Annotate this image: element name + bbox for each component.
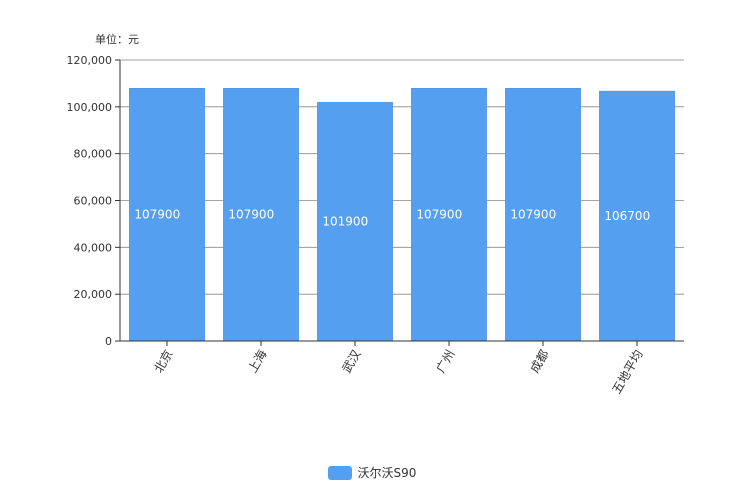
y-tick-label: 20,000 bbox=[74, 288, 113, 301]
legend[interactable]: 沃尔沃S90 bbox=[0, 464, 744, 481]
axes bbox=[119, 60, 684, 342]
data-label: 107900 bbox=[416, 208, 462, 222]
data-label: 107900 bbox=[134, 208, 180, 222]
grid-lines bbox=[115, 59, 684, 342]
x-tick-label: 上海 bbox=[245, 347, 270, 375]
x-tick-label: 五地平均 bbox=[609, 348, 645, 397]
unit-label: 单位：元 bbox=[95, 32, 139, 46]
y-tick-label: 120,000 bbox=[67, 54, 113, 67]
x-tick-label: 广州 bbox=[433, 348, 457, 376]
bar[interactable] bbox=[317, 102, 393, 342]
data-labels: 107900 107900 101900 107900 107900 106700 bbox=[134, 208, 650, 229]
bar[interactable] bbox=[223, 88, 299, 342]
legend-label[interactable]: 沃尔沃S90 bbox=[357, 466, 417, 480]
x-tick-label: 北京 bbox=[151, 348, 175, 376]
data-label: 106700 bbox=[604, 209, 650, 223]
bar[interactable] bbox=[129, 88, 205, 342]
x-tick-label: 成都 bbox=[527, 348, 551, 376]
data-label: 101900 bbox=[322, 215, 368, 229]
y-tick-label: 60,000 bbox=[74, 195, 113, 208]
data-label: 107900 bbox=[228, 208, 274, 222]
bar[interactable] bbox=[411, 88, 487, 342]
bar[interactable] bbox=[505, 88, 581, 342]
x-tick-label: 武汉 bbox=[339, 348, 363, 376]
y-tick-label: 40,000 bbox=[74, 241, 113, 254]
y-tick-label: 80,000 bbox=[74, 148, 113, 161]
x-tick-labels: 北京 上海 武汉 广州 成都 五地平均 bbox=[151, 341, 646, 397]
y-tick-label: 0 bbox=[105, 335, 112, 348]
y-tick-label: 100,000 bbox=[67, 101, 113, 114]
y-tick-labels: 0 20,000 40,000 60,000 80,000 100,000 120,000 bbox=[67, 54, 113, 348]
data-label: 107900 bbox=[510, 208, 556, 222]
legend-swatch[interactable] bbox=[327, 465, 352, 480]
bars bbox=[129, 88, 675, 342]
